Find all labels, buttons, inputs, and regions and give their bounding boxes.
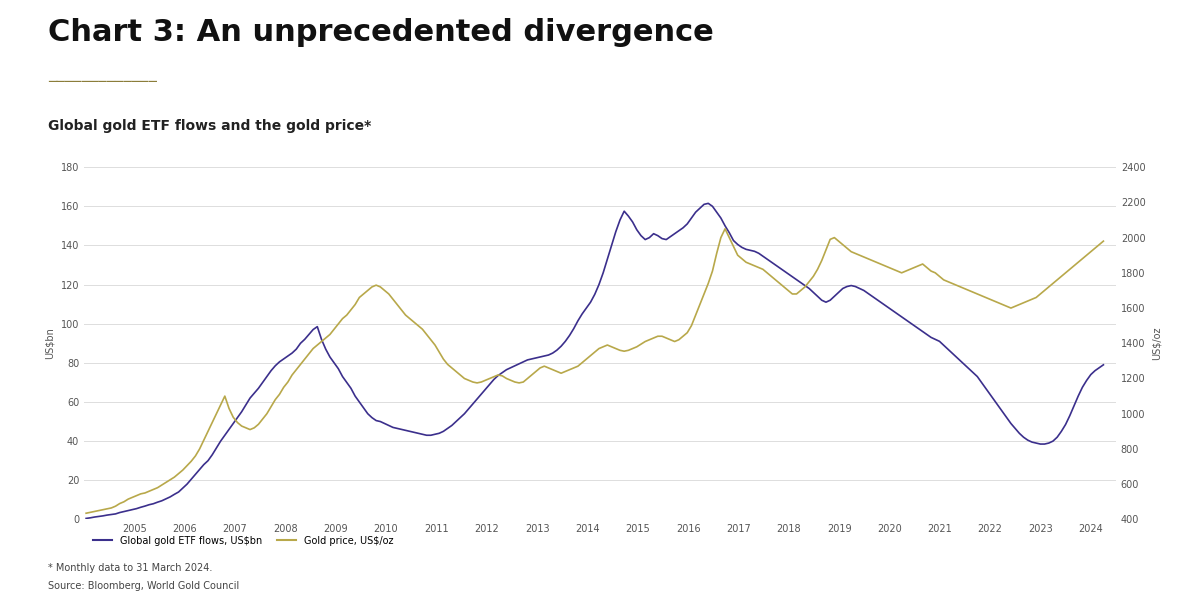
Text: ─────────────: ───────────── <box>48 75 157 88</box>
Text: Source: Bloomberg, World Gold Council: Source: Bloomberg, World Gold Council <box>48 581 239 591</box>
Y-axis label: US$bn: US$bn <box>46 327 55 359</box>
Text: Global gold ETF flows and the gold price*: Global gold ETF flows and the gold price… <box>48 119 371 133</box>
Text: * Monthly data to 31 March 2024.: * Monthly data to 31 March 2024. <box>48 563 212 573</box>
Y-axis label: US$/oz: US$/oz <box>1151 327 1162 360</box>
Text: Chart 3: An unprecedented divergence: Chart 3: An unprecedented divergence <box>48 18 714 47</box>
Legend: Global gold ETF flows, US$bn, Gold price, US$/oz: Global gold ETF flows, US$bn, Gold price… <box>89 532 397 550</box>
